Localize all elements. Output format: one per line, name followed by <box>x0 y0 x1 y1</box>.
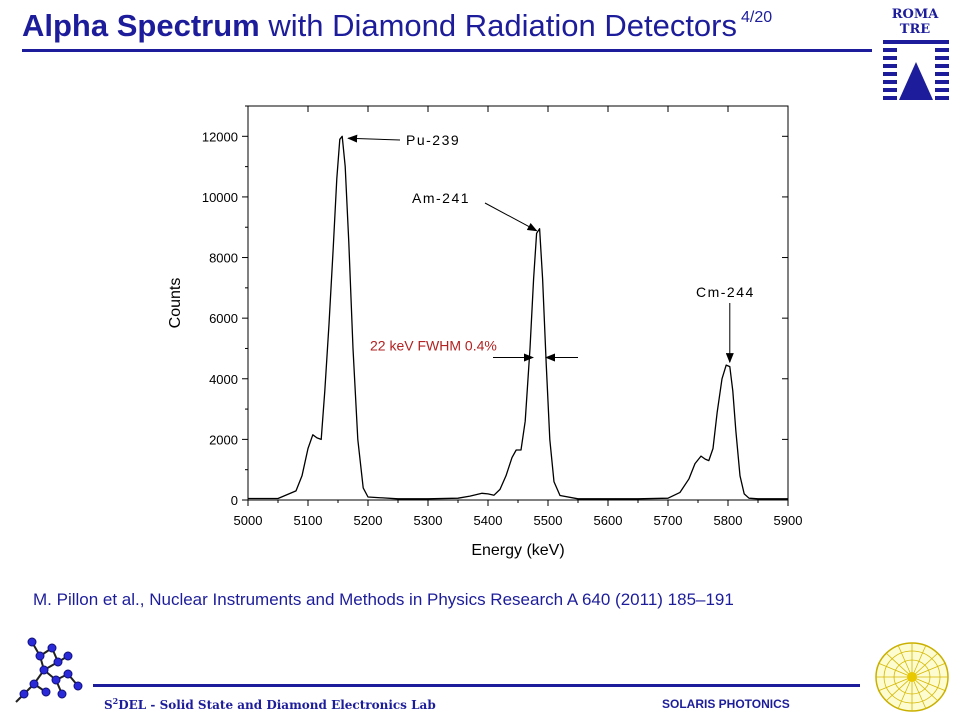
y-tick-label: 12000 <box>202 129 238 144</box>
footer-lab-rest: DEL - Solid State and Diamond Electronic… <box>118 698 436 712</box>
molecule-logo <box>15 637 83 703</box>
annotation-pu239: Pu-239 <box>406 132 460 148</box>
y-tick-label: 4000 <box>209 372 238 387</box>
spectrum-line <box>248 135 788 500</box>
x-tick-label: 5200 <box>354 513 383 528</box>
y-axis-label: Counts <box>167 278 184 329</box>
y-tick-label: 2000 <box>209 432 238 447</box>
logo-text-line2: TRE <box>899 22 931 37</box>
footer-lab-name: S2DEL - Solid State and Diamond Electron… <box>104 696 436 712</box>
page-title: Alpha Spectrum with Diamond Radiation De… <box>22 8 772 44</box>
x-tick-label: 5600 <box>594 513 623 528</box>
x-tick-label: 5300 <box>414 513 443 528</box>
arrow-am241 <box>484 202 538 232</box>
solaris-logo <box>875 642 949 712</box>
x-tick-label: 5000 <box>234 513 263 528</box>
x-tick-label: 5700 <box>654 513 683 528</box>
alpha-spectrum-chart: 5000 5100 5200 5300 5400 5500 5600 5700 5800 5900… <box>167 105 803 559</box>
annotation-fwhm: 22 keV FWHM 0.4% <box>370 338 497 354</box>
footer-s: S <box>104 698 113 712</box>
footer-company: SOLARIS PHOTONICS <box>662 697 790 711</box>
y-tick-label: 6000 <box>209 311 238 326</box>
annotation-am241: Am-241 <box>412 190 470 206</box>
x-tick-label: 5100 <box>294 513 323 528</box>
citation: M. Pillon et al., Nuclear Instruments an… <box>33 590 734 609</box>
page-indicator: 4/20 <box>741 9 773 26</box>
y-tick-label: 10000 <box>202 190 238 205</box>
x-tick-label: 5800 <box>714 513 743 528</box>
footer-sup: 2 <box>112 696 119 706</box>
plot-frame <box>247 105 789 501</box>
logo-stripes-left <box>883 40 949 100</box>
arrow-pu239 <box>347 134 401 143</box>
y-tick-label: 8000 <box>209 251 238 266</box>
molecule-atoms <box>19 637 83 699</box>
footer-rule <box>93 684 860 687</box>
x-axis-label: Energy (keV) <box>471 542 564 559</box>
x-tick-label: 5900 <box>774 513 803 528</box>
roma-tre-logo <box>883 40 949 100</box>
x-tick-label: 5400 <box>474 513 503 528</box>
solaris-center <box>907 672 917 682</box>
annotation-cm244: Cm-244 <box>696 284 755 300</box>
title-bold: Alpha Spectrum <box>22 8 260 43</box>
logo-text-line1: ROMA <box>891 7 939 22</box>
x-tick-label: 5500 <box>534 513 563 528</box>
header-rule <box>22 49 872 52</box>
y-tick-label: 0 <box>231 493 238 508</box>
title-rest: with Diamond Radiation Detectors <box>259 8 737 43</box>
